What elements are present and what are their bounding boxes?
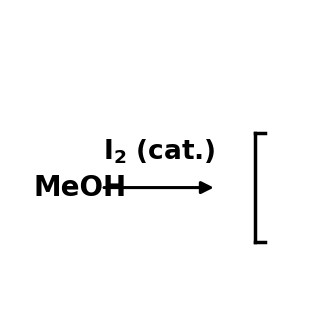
Text: MeOH: MeOH bbox=[34, 174, 127, 202]
Text: $\mathbf{I_2}$ (cat.): $\mathbf{I_2}$ (cat.) bbox=[103, 138, 215, 166]
